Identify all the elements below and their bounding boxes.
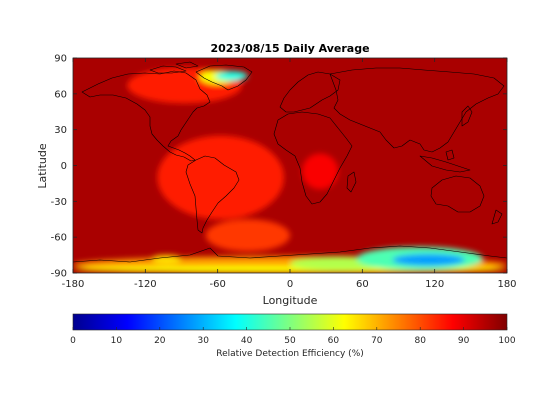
y-axis: -90 -60 -30 0 30 60 90 (51, 54, 507, 280)
coastline-africa (273, 111, 353, 205)
x-tick-label: -180 (62, 279, 85, 290)
chart-title: 2023/08/15 Daily Average (210, 42, 369, 55)
colorbar-tick-label: 40 (241, 336, 253, 346)
heatmap-region-0 (157, 135, 284, 220)
coastline-australia (430, 175, 485, 213)
x-tick-label: -60 (209, 279, 225, 290)
coastline-europe (279, 71, 341, 113)
x-tick-label: 0 (287, 279, 293, 290)
y-tick-label: 90 (54, 54, 67, 65)
coastline-indonesia (419, 149, 471, 173)
colorbar-tick-label: 70 (371, 336, 383, 346)
y-tick-label: 60 (54, 89, 67, 100)
colorbar-tick-label: 30 (197, 336, 209, 346)
colorbar-tick-label: 100 (498, 336, 515, 346)
colorbar-tick-label: 50 (284, 336, 296, 346)
x-tick-label: -120 (134, 279, 157, 290)
heatmap-region-8 (151, 255, 182, 264)
y-tick-label: -90 (51, 269, 67, 280)
coastline-madagascar (346, 171, 357, 193)
colorbar-tick-label: 10 (111, 336, 123, 346)
y-axis-label: Latitude (36, 143, 49, 189)
x-axis: -180 -120 -60 0 60 120 180 (62, 58, 517, 290)
colorbar-label: Relative Detection Efficiency (%) (216, 349, 364, 359)
heatmap-region-11 (392, 253, 465, 266)
colorbar-axis: 0 10 20 30 40 50 60 70 80 90 100 (70, 327, 516, 346)
colorbar-tick-label: 80 (414, 336, 426, 346)
heatmap-region-5 (205, 219, 290, 252)
coastline-arctic-islands (149, 61, 199, 74)
heatmap-region-3 (215, 71, 248, 81)
coastline-asia (329, 67, 505, 153)
x-tick-label: 120 (425, 279, 444, 290)
heatmap-regions (73, 67, 507, 273)
coastline-south-america (185, 155, 240, 234)
heatmap-plot (73, 58, 507, 273)
coastline-japan (461, 105, 473, 127)
y-tick-label: 30 (54, 125, 67, 136)
x-tick-label: 180 (497, 279, 516, 290)
colorbar-tick-label: 0 (70, 336, 76, 346)
coastline-new-zealand (491, 209, 503, 225)
x-tick-label: 60 (356, 279, 369, 290)
colorbar-tick-label: 90 (458, 336, 470, 346)
colorbar-tick-label: 20 (154, 336, 166, 346)
colorbar-tick-label: 60 (328, 336, 340, 346)
y-tick-label: -60 (51, 233, 67, 244)
x-axis-label: Longitude (263, 294, 318, 307)
coastline-overlay (73, 61, 507, 263)
coastline-antarctica (73, 245, 507, 263)
coastline-greenland (195, 64, 253, 91)
coastline-north-america (81, 70, 211, 162)
y-tick-label: 0 (61, 161, 67, 172)
y-tick-label: -30 (51, 197, 67, 208)
heatmap-region-4 (302, 153, 339, 190)
